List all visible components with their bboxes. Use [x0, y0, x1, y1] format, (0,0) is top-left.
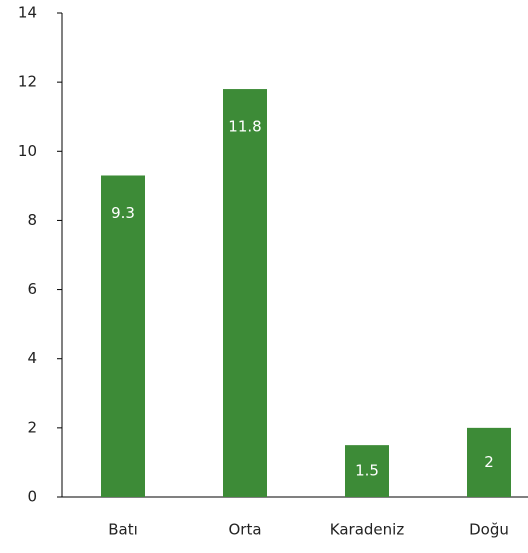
y-tick-label: 14 — [18, 4, 37, 22]
data-label: 11.8 — [228, 118, 261, 136]
y-tick-label: 10 — [18, 142, 37, 160]
x-tick-label: Batı — [108, 521, 138, 539]
bar — [223, 89, 267, 498]
y-tick-label: 12 — [18, 73, 37, 91]
y-tick-label: 0 — [27, 488, 37, 506]
data-label: 9.3 — [111, 204, 135, 222]
bar — [345, 445, 389, 497]
x-tick-label: Orta — [228, 521, 261, 539]
bar — [101, 175, 145, 497]
y-tick-label: 8 — [27, 211, 37, 229]
y-tick-label: 6 — [27, 280, 37, 298]
y-tick-label: 2 — [27, 418, 37, 436]
y-tick-label: 4 — [27, 349, 37, 367]
x-tick-label: Karadeniz — [330, 521, 405, 539]
data-label: 2 — [484, 453, 494, 471]
data-label: 1.5 — [355, 462, 379, 480]
bar — [467, 427, 511, 497]
x-tick-label: Doğu — [469, 521, 509, 539]
